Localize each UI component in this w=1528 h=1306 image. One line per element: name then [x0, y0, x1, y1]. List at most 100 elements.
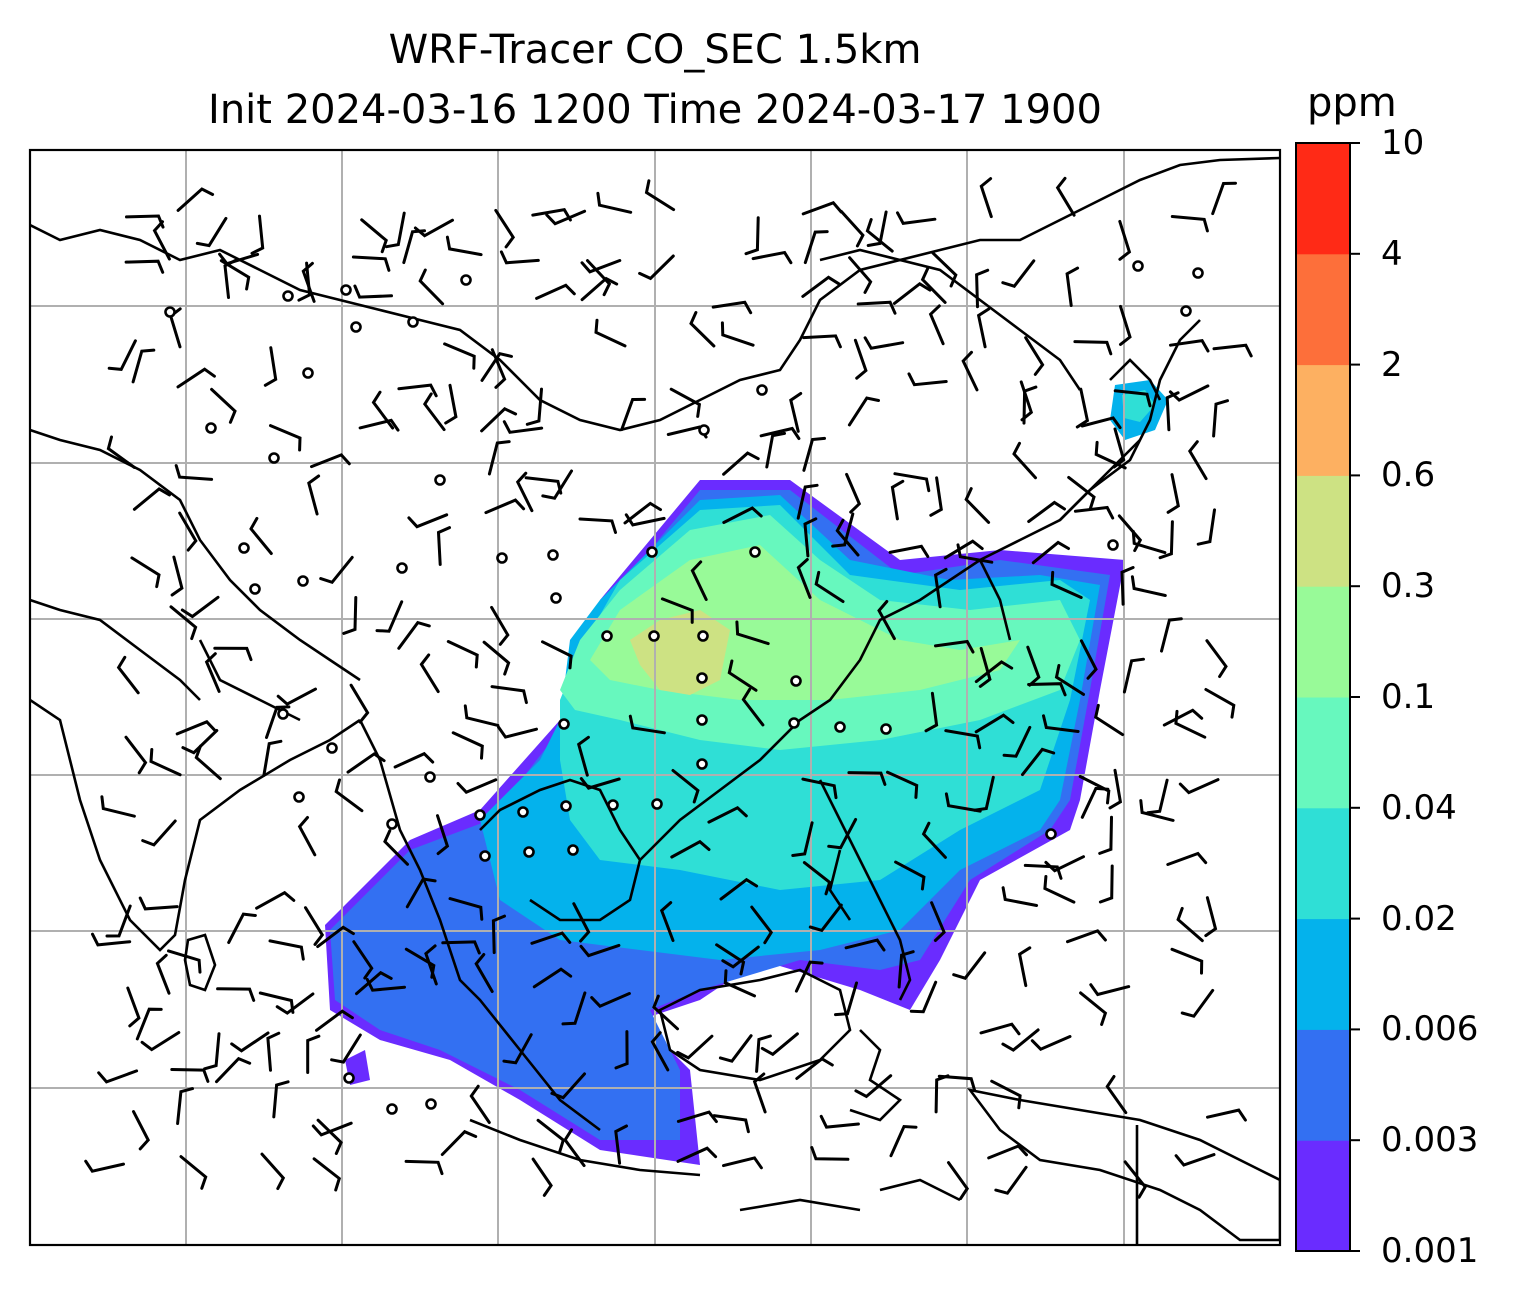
wind-barb — [132, 1110, 151, 1151]
calm-circle — [268, 452, 280, 464]
wind-barb — [896, 211, 937, 226]
wind-barb — [494, 208, 516, 249]
northern-border — [30, 223, 1082, 432]
wind-barb — [1206, 1108, 1247, 1122]
wind-barb — [563, 1128, 586, 1168]
wind-barb — [1170, 215, 1209, 233]
wind-barb — [276, 687, 317, 706]
wind-barb — [752, 1072, 767, 1114]
wind-barb — [469, 1084, 491, 1124]
calm-circle — [343, 1072, 355, 1084]
wind-barb — [1026, 645, 1041, 687]
wind-barb — [579, 943, 621, 958]
calm-circle — [1132, 260, 1144, 272]
wind-barb — [847, 771, 887, 786]
wind-barb — [268, 939, 305, 961]
wind-barb — [594, 318, 627, 348]
wind-barb — [760, 1032, 799, 1057]
wind-barb — [888, 544, 930, 558]
calm-circle — [834, 721, 846, 733]
wind-barb — [155, 953, 171, 995]
wind-barb — [269, 424, 302, 452]
wind-barb — [541, 640, 573, 670]
calm-circle — [238, 542, 250, 554]
wind-barb — [316, 1118, 343, 1155]
wind-barb — [176, 187, 215, 212]
wind-barb — [515, 471, 534, 513]
wind-barb — [116, 655, 140, 695]
calm-circle — [550, 592, 562, 604]
wind-barb — [448, 897, 484, 921]
wind-barb — [316, 925, 355, 949]
wind-barb — [719, 877, 759, 901]
wind-barb — [814, 570, 845, 603]
wind-barb — [976, 307, 991, 349]
coastlines-borders — [30, 156, 1280, 1245]
wind-barb — [550, 1072, 586, 1100]
wind-barb — [1067, 475, 1096, 510]
wind-barb — [1021, 747, 1056, 777]
wind-barb — [216, 987, 256, 1002]
wind-barb — [360, 218, 388, 254]
wind-barb — [535, 283, 576, 300]
wind-barb — [301, 261, 316, 303]
calm-circle — [880, 723, 892, 735]
wind-barb — [789, 392, 803, 433]
wind-barb — [141, 819, 177, 847]
wind-barb — [572, 902, 591, 943]
wind-barb — [446, 640, 479, 669]
wind-barb — [929, 476, 943, 517]
wind-barb — [487, 440, 511, 476]
wind-barb — [1073, 340, 1113, 356]
wind-barb — [223, 258, 238, 299]
calm-circle — [601, 630, 613, 642]
wind-barb — [1042, 714, 1080, 733]
wind-barb — [947, 1161, 970, 1201]
wind-barb — [834, 981, 858, 1017]
calm-circle — [547, 549, 559, 561]
wind-barb — [307, 474, 321, 516]
wind-barb — [152, 220, 171, 261]
wind-barb — [652, 994, 679, 1031]
wind-barb — [1162, 708, 1204, 727]
wind-barb — [97, 1069, 139, 1084]
wind-barb — [1001, 259, 1036, 288]
calm-circle — [749, 546, 761, 558]
wind-barb — [576, 735, 590, 777]
wind-barb — [803, 517, 818, 558]
wind-barb — [1012, 441, 1037, 480]
wind-barb — [1117, 514, 1143, 553]
map-frame — [28, 148, 1282, 1247]
wind-barb — [306, 1034, 321, 1074]
wind-barb — [892, 281, 932, 305]
wind-barb — [541, 469, 573, 500]
wind-barb — [1002, 725, 1032, 758]
calm-circle — [1180, 305, 1192, 317]
wind-barb — [480, 407, 518, 433]
wind-barb — [659, 901, 675, 942]
sulawesi — [849, 1029, 903, 1122]
wind-barb — [249, 516, 273, 555]
wind-barb — [964, 487, 991, 524]
wind-barb — [1001, 886, 1039, 907]
colorbar-segment — [1296, 807, 1350, 920]
wind-barb — [978, 647, 992, 688]
wind-barb — [866, 210, 888, 247]
wind-barb — [819, 1114, 860, 1129]
calm-circle — [434, 474, 446, 486]
wind-barb — [491, 914, 506, 955]
wind-barb — [1098, 864, 1114, 904]
colorbar-tick-label: 10 — [1381, 123, 1425, 163]
wind-barb — [802, 861, 832, 896]
wind-barb — [1105, 1075, 1128, 1115]
wind-barb — [525, 387, 543, 426]
calm-wind-markers — [164, 260, 1204, 1115]
calm-circle — [425, 1098, 437, 1110]
wind-barb — [1178, 778, 1220, 795]
calm-circle — [386, 1103, 398, 1115]
wind-barb — [711, 300, 753, 315]
calm-circle — [424, 771, 436, 783]
calm-circle — [479, 850, 491, 862]
wind-barb — [1054, 664, 1085, 696]
